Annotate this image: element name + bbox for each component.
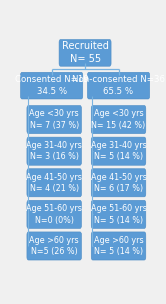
Text: Consented N=19
34.5 %: Consented N=19 34.5 %	[15, 75, 88, 96]
FancyBboxPatch shape	[20, 72, 83, 99]
Text: Age <30 yrs
N= 15 (42 %): Age <30 yrs N= 15 (42 %)	[91, 109, 146, 130]
Text: Age <30 yrs
N= 7 (37 %): Age <30 yrs N= 7 (37 %)	[29, 109, 79, 130]
FancyBboxPatch shape	[27, 105, 82, 134]
FancyBboxPatch shape	[91, 105, 146, 134]
FancyBboxPatch shape	[91, 232, 146, 260]
Text: Recruited
N= 55: Recruited N= 55	[62, 41, 109, 64]
FancyBboxPatch shape	[91, 200, 146, 228]
FancyBboxPatch shape	[27, 169, 82, 197]
Text: Age 51-60 yrs
N= 5 (14 %): Age 51-60 yrs N= 5 (14 %)	[91, 204, 146, 225]
Text: Non-consented N=36
65.5 %: Non-consented N=36 65.5 %	[72, 75, 165, 96]
FancyBboxPatch shape	[91, 169, 146, 197]
Text: Age 51-60 yrs
N=0 (0%): Age 51-60 yrs N=0 (0%)	[26, 204, 82, 225]
Text: Age 41-50 yrs
N= 4 (21 %): Age 41-50 yrs N= 4 (21 %)	[26, 173, 82, 193]
FancyBboxPatch shape	[27, 200, 82, 228]
Text: Age 31-40 yrs
N= 5 (14 %): Age 31-40 yrs N= 5 (14 %)	[91, 141, 146, 161]
Text: Age 31-40 yrs
N= 3 (16 %): Age 31-40 yrs N= 3 (16 %)	[26, 141, 82, 161]
FancyBboxPatch shape	[59, 40, 111, 66]
Text: Age >60 yrs
N=5 (26 %): Age >60 yrs N=5 (26 %)	[29, 236, 79, 256]
FancyBboxPatch shape	[27, 232, 82, 260]
Text: Age 41-50 yrs
N= 6 (17 %): Age 41-50 yrs N= 6 (17 %)	[91, 173, 146, 193]
FancyBboxPatch shape	[91, 137, 146, 165]
FancyBboxPatch shape	[27, 137, 82, 165]
Text: Age >60 yrs
N= 5 (14 %): Age >60 yrs N= 5 (14 %)	[94, 236, 143, 256]
FancyBboxPatch shape	[87, 72, 150, 99]
